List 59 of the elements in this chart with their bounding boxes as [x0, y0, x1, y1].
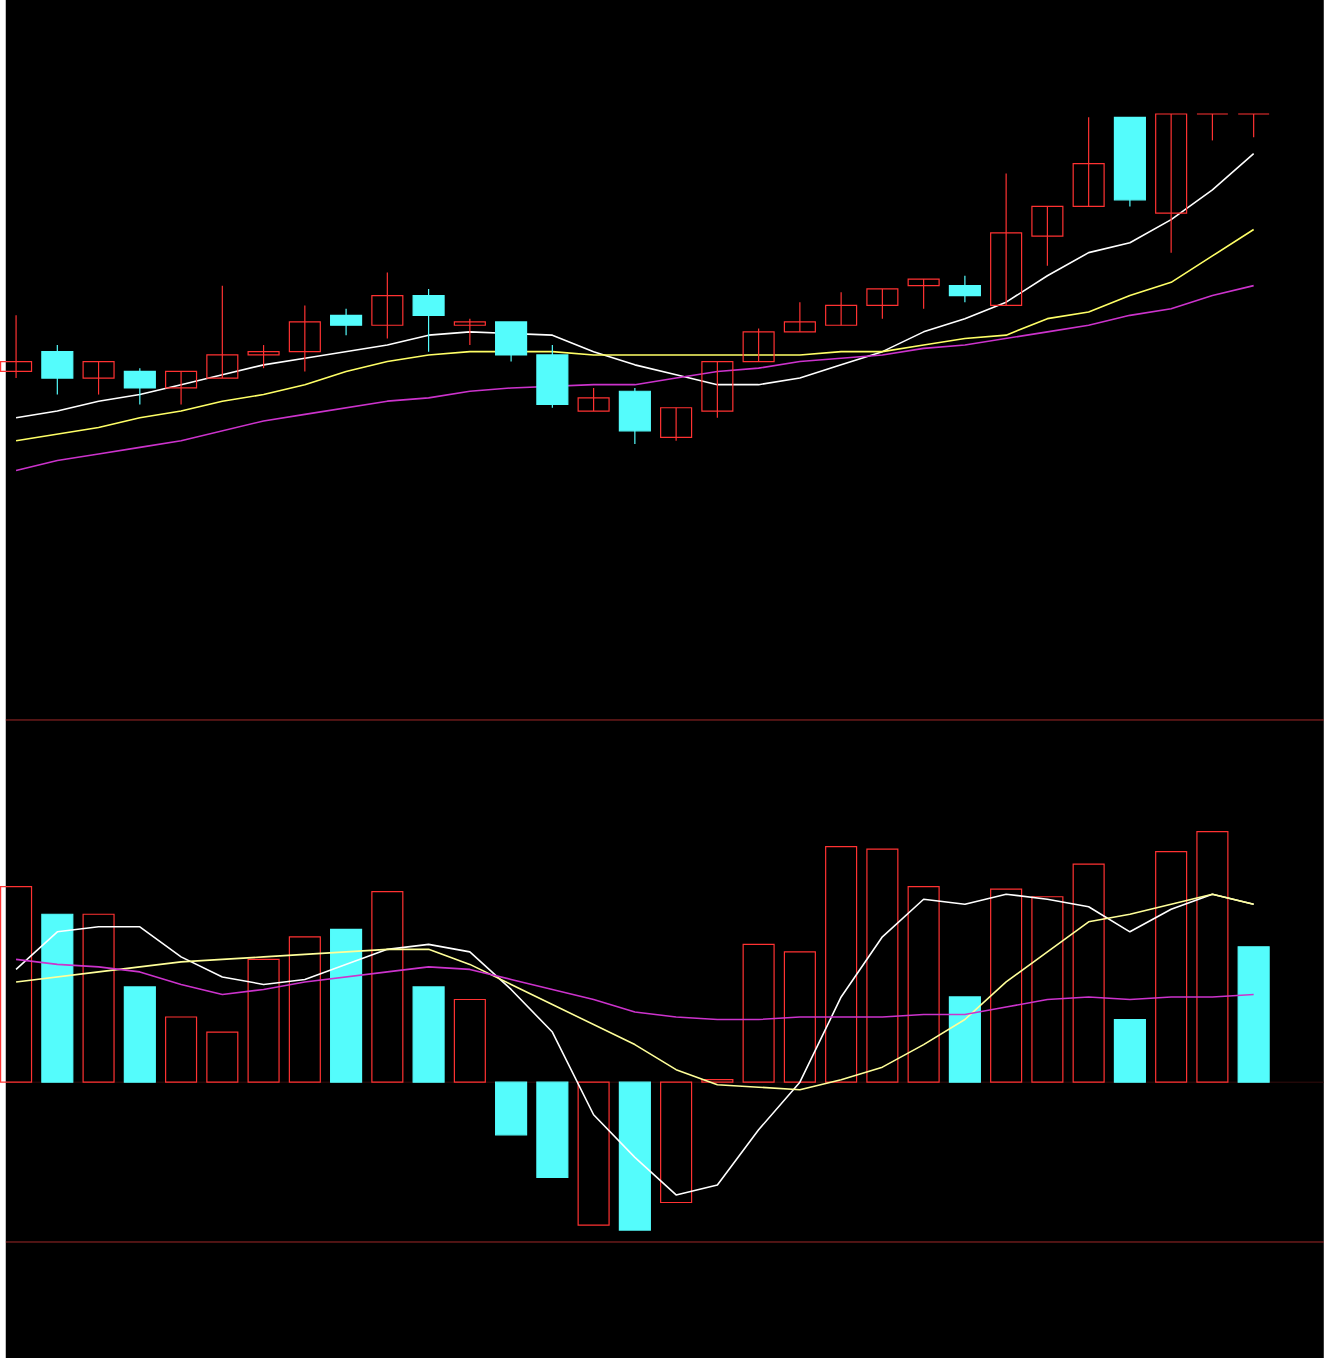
candlestick: [82, 360, 115, 396]
bar: [206, 1031, 239, 1083]
bar: [82, 913, 115, 1083]
candlestick: [701, 360, 734, 419]
bar: [41, 913, 74, 1083]
bar: [866, 848, 899, 1083]
candlestick: [453, 318, 486, 346]
candlestick: [123, 367, 156, 406]
bar: [783, 951, 816, 1083]
candlestick: [371, 271, 404, 340]
bar: [412, 986, 445, 1083]
candlestick: [659, 407, 693, 442]
candlestick: [1072, 116, 1105, 208]
candlestick: [0, 314, 33, 379]
bar: [123, 986, 156, 1083]
bar: [742, 943, 775, 1083]
bar: [1155, 851, 1188, 1083]
candlestick: [41, 344, 74, 396]
candlestick: [1031, 205, 1064, 267]
bar: [536, 1081, 569, 1179]
candlestick: [618, 387, 651, 445]
bar: [577, 1081, 610, 1226]
candlestick: [412, 288, 445, 353]
candlestick: [247, 344, 280, 369]
candlestick: [907, 278, 940, 310]
candlestick: [1155, 113, 1188, 254]
bar: [907, 886, 940, 1083]
bar: [453, 998, 486, 1083]
bar: [0, 886, 33, 1083]
candlestick: [948, 275, 981, 303]
bar: [1237, 946, 1270, 1083]
bar: [494, 1081, 528, 1136]
candlestick: [494, 321, 528, 363]
bar: [1113, 1018, 1146, 1083]
candlestick: [164, 370, 198, 406]
bar: [618, 1081, 651, 1231]
bar: [1072, 863, 1105, 1083]
bar: [1196, 830, 1229, 1083]
candlestick: [866, 288, 899, 320]
bar: [247, 958, 280, 1083]
candlestick: [577, 387, 610, 412]
candlestick: [990, 172, 1023, 307]
bar: [329, 928, 363, 1083]
bar: [659, 1081, 693, 1204]
bar: [1031, 896, 1064, 1083]
bar: [288, 936, 321, 1083]
bar: [990, 888, 1023, 1083]
bar: [164, 1016, 198, 1083]
bar: [948, 996, 981, 1083]
bar: [825, 846, 858, 1083]
candlestick: [783, 301, 816, 333]
candlestick: [329, 308, 363, 336]
candlestick: [206, 285, 239, 379]
candlestick: [742, 327, 775, 363]
candlestick: [288, 304, 321, 373]
bar: [371, 891, 404, 1083]
candlestick: [1196, 113, 1229, 142]
candlestick: [825, 291, 858, 326]
candlestick: [1237, 113, 1270, 138]
